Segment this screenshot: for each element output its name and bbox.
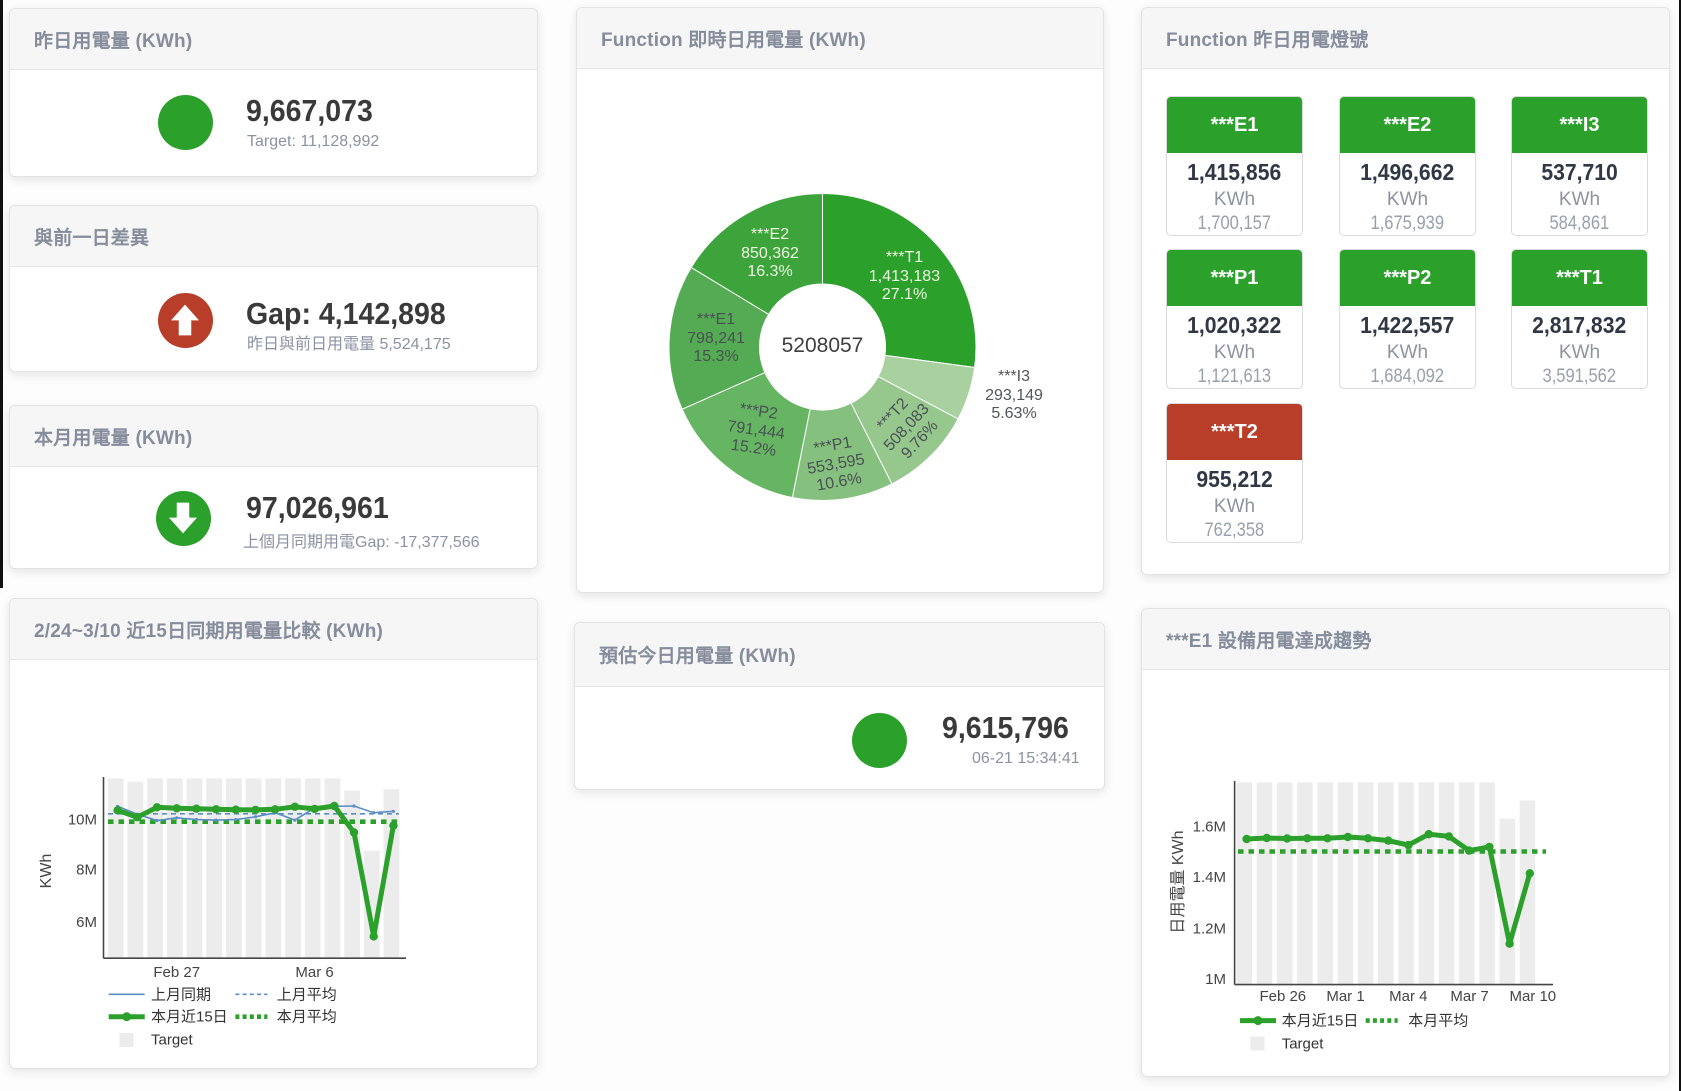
svg-text:Mar 4: Mar 4: [1389, 988, 1427, 1005]
svg-text:1.6M: 1.6M: [1193, 819, 1226, 836]
svg-text:6M: 6M: [76, 914, 97, 931]
svg-text:本月近15日: 本月近15日: [1282, 1013, 1359, 1030]
svg-text:Feb 26: Feb 26: [1259, 988, 1306, 1005]
svg-text:Mar 1: Mar 1: [1326, 988, 1364, 1005]
svg-text:Mar 7: Mar 7: [1450, 988, 1488, 1005]
svg-text:上月平均: 上月平均: [277, 986, 337, 1003]
svg-text:10M: 10M: [68, 811, 97, 828]
svg-text:本月平均: 本月平均: [1408, 1013, 1468, 1030]
svg-text:Target: Target: [151, 1032, 194, 1049]
svg-text:Feb 27: Feb 27: [153, 964, 200, 981]
svg-text:日用電量 KWh: 日用電量 KWh: [1170, 830, 1187, 933]
svg-text:本月近15日: 本月近15日: [151, 1009, 228, 1026]
svg-text:Mar 10: Mar 10: [1509, 988, 1556, 1005]
svg-text:1M: 1M: [1205, 971, 1226, 988]
svg-text:1.2M: 1.2M: [1193, 920, 1226, 937]
svg-text:本月平均: 本月平均: [277, 1009, 337, 1026]
svg-text:KWh: KWh: [38, 854, 55, 889]
svg-text:Target: Target: [1282, 1036, 1325, 1053]
svg-text:Mar 6: Mar 6: [295, 964, 333, 981]
svg-text:1.4M: 1.4M: [1193, 869, 1226, 886]
svg-text:8M: 8M: [76, 862, 97, 879]
svg-text:上月同期: 上月同期: [151, 986, 211, 1003]
